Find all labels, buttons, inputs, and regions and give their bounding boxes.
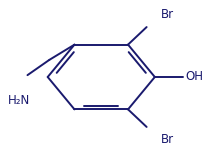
Text: Br: Br (161, 133, 174, 146)
Text: H₂N: H₂N (8, 94, 31, 107)
Text: OH: OH (185, 70, 204, 83)
Text: Br: Br (161, 8, 174, 21)
